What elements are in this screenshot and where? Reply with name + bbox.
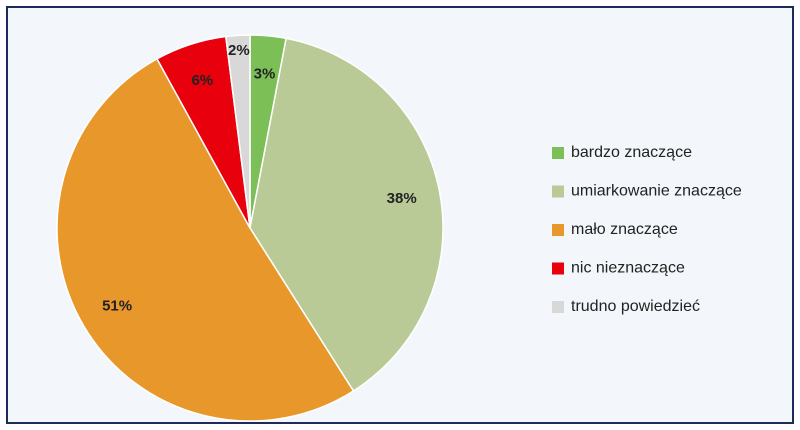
legend-swatch xyxy=(552,185,564,198)
legend-label: nic nieznaczące xyxy=(571,260,685,277)
legend-label: bardzo znaczące xyxy=(571,144,692,161)
legend-swatch xyxy=(552,147,564,159)
data-label: 6% xyxy=(191,72,213,89)
legend-swatch xyxy=(552,301,564,313)
legend-swatch xyxy=(552,224,564,236)
data-label: 51% xyxy=(102,298,132,315)
legend-label: trudno powiedzieć xyxy=(571,298,700,315)
data-label: 3% xyxy=(254,65,276,82)
data-label: 38% xyxy=(387,190,417,207)
pie-slice xyxy=(224,34,251,229)
legend-label: mało znaczące xyxy=(571,221,678,238)
pie-slice xyxy=(56,57,355,422)
legend-swatch xyxy=(552,262,564,275)
legend-label: umiarkowanie znaczące xyxy=(571,183,742,200)
data-label: 2% xyxy=(228,42,250,59)
